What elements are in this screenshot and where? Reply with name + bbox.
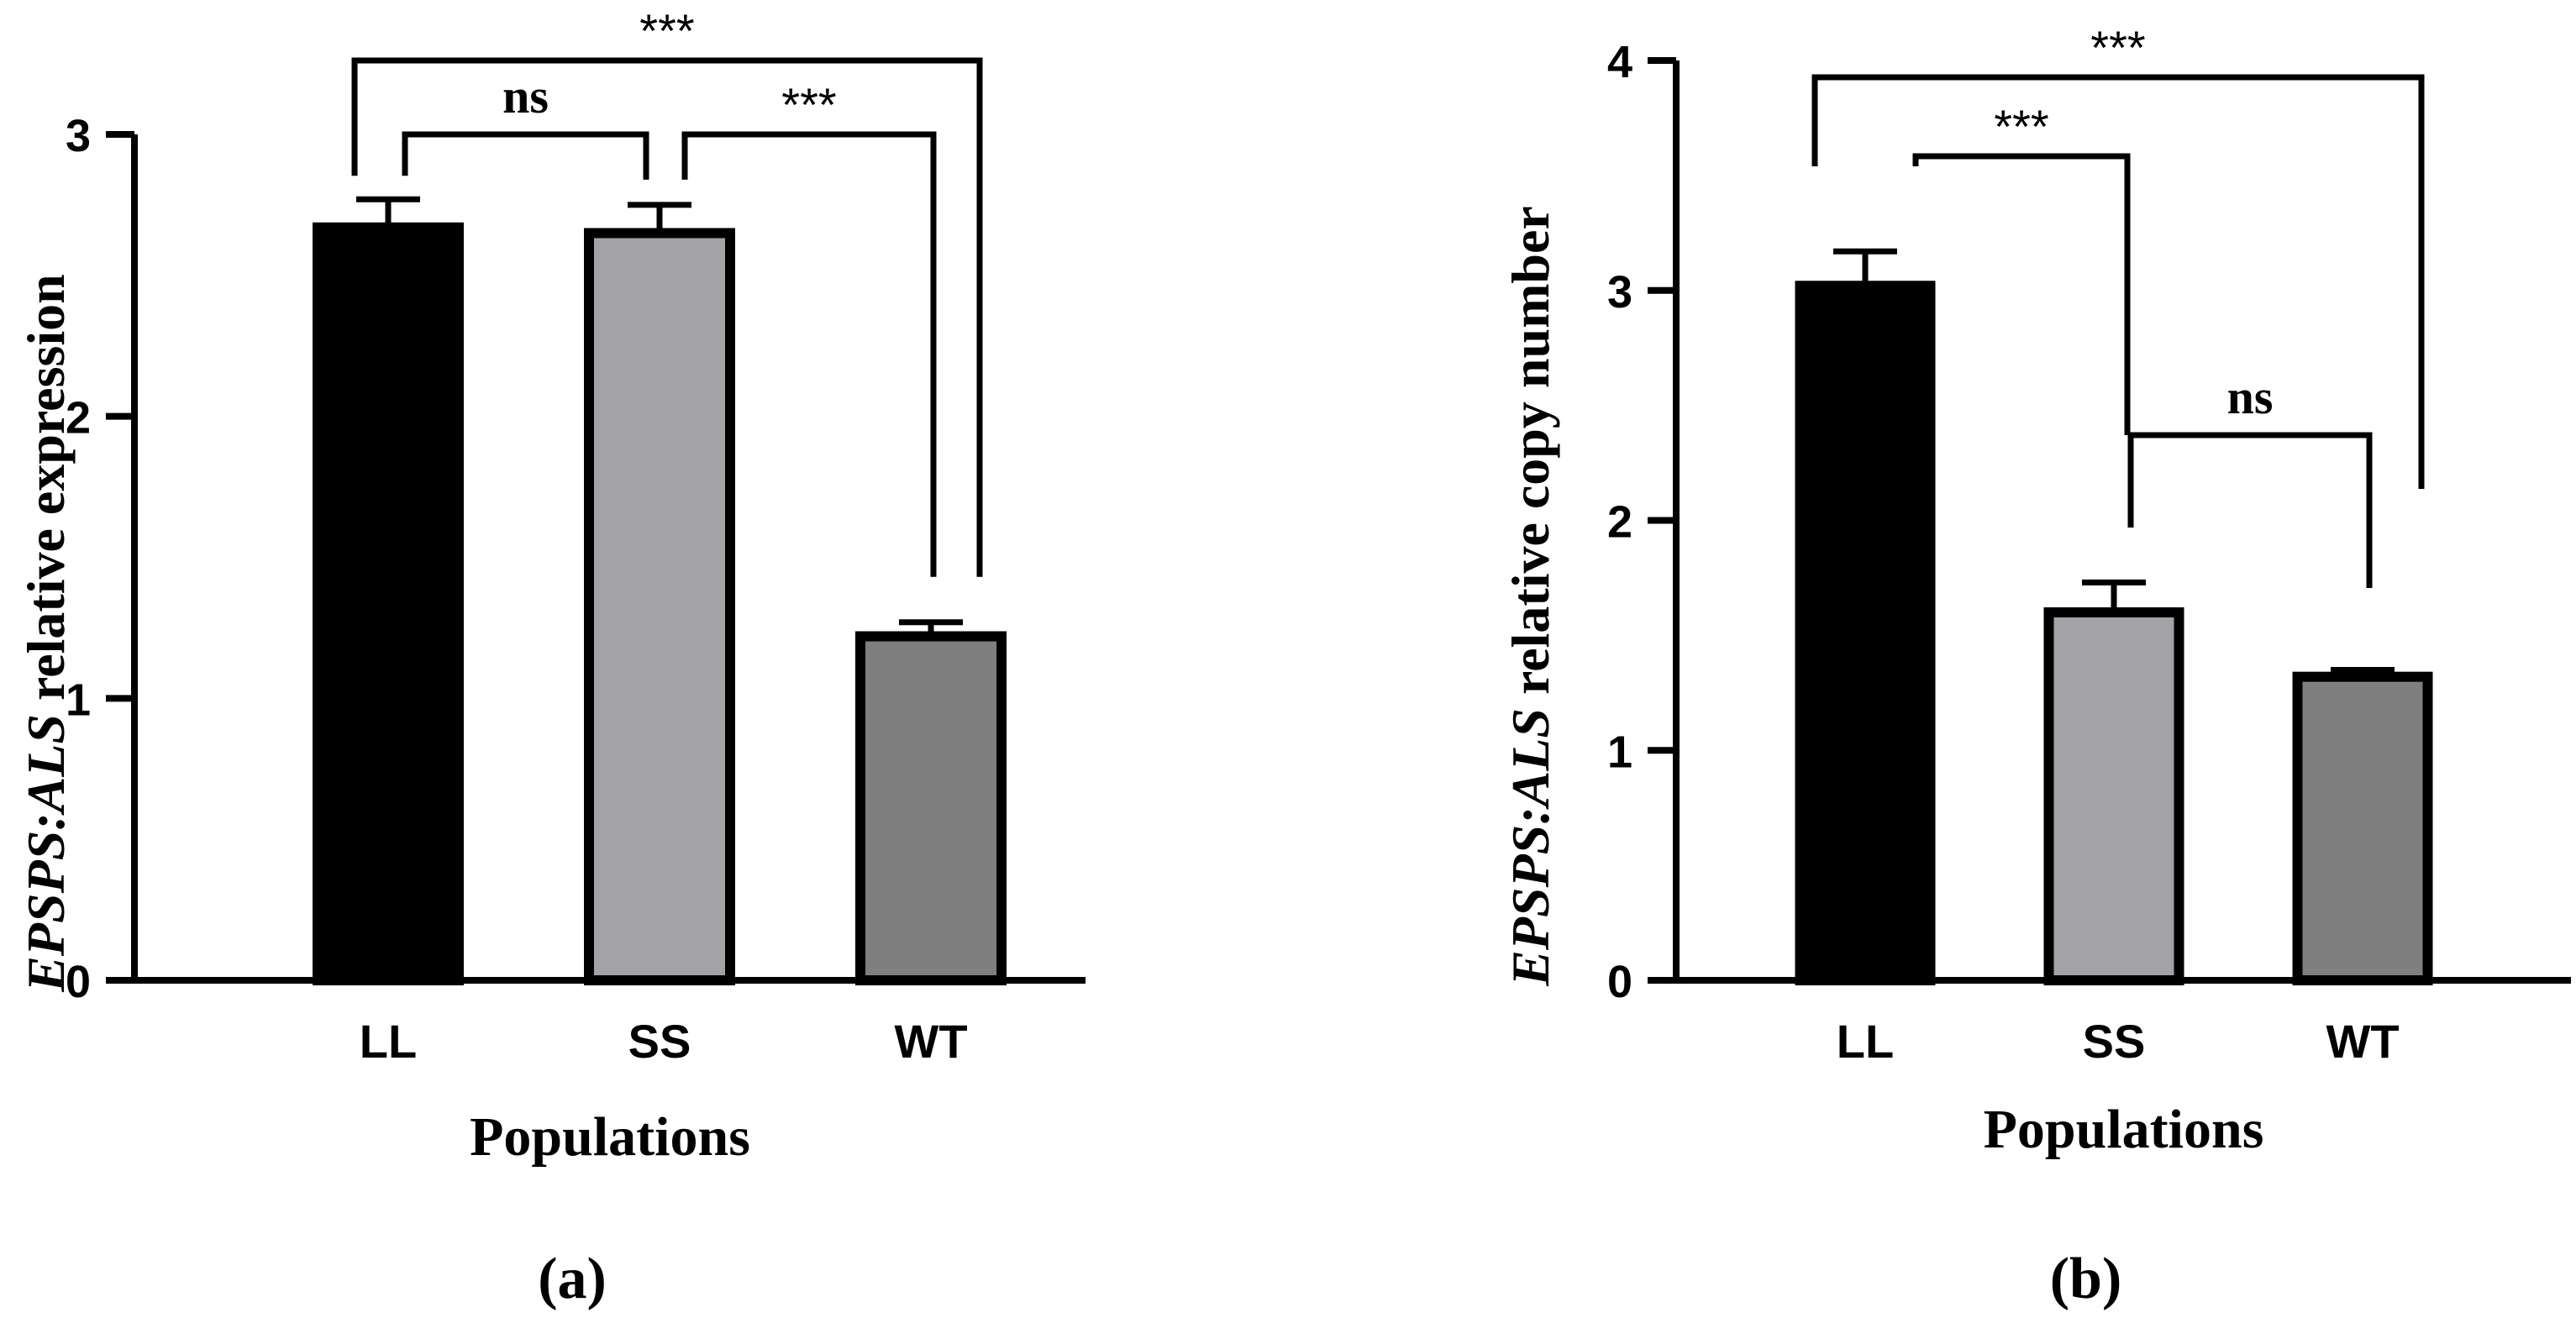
significance-bracket: [1811, 74, 2425, 489]
significance-bracket: [2127, 432, 2373, 588]
significance-label: ns: [502, 69, 549, 123]
y-tick-label: 2: [1607, 497, 1632, 548]
bar-LL: [313, 222, 464, 985]
significance-label: ***: [781, 78, 836, 131]
x-tick-label-WT: WT: [894, 1015, 967, 1068]
y-axis-label-gene-ratio: EPSPS:ALS: [16, 714, 76, 993]
significance-bracket: [1912, 153, 2131, 435]
bar-LL: [1795, 281, 1936, 985]
x-tick-label-LL: LL: [360, 1015, 417, 1068]
y-tick-label: 0: [1607, 957, 1632, 1007]
bar-SS: [584, 228, 735, 985]
chart-panel-a: 0 1 2 3 LL SS WT Populations EPSPS:ALS relative …: [16, 4, 1086, 1311]
x-tick-label-LL: LL: [1837, 1015, 1894, 1068]
y-tick-label: 2: [66, 393, 91, 444]
significance-label: ***: [2090, 21, 2145, 74]
x-tick-label-SS: SS: [628, 1015, 691, 1068]
y-axis-label-measure: relative copy number: [1501, 206, 1560, 708]
significance-label: ***: [1994, 100, 2048, 153]
x-axis-label: Populations: [1984, 1099, 2264, 1160]
y-tick-label: 4: [1607, 37, 1632, 87]
x-tick-label-WT: WT: [2326, 1015, 2399, 1068]
y-tick-label: 0: [66, 957, 91, 1007]
significance-bracket: [402, 131, 649, 180]
y-axis-label: EPSPS:ALS relative expression: [16, 274, 76, 993]
bar-WT: [2292, 671, 2433, 986]
panel-label: (b): [2050, 1247, 2122, 1311]
bar-WT: [855, 631, 1007, 986]
y-tick-label: 1: [66, 675, 91, 725]
x-tick-label-SS: SS: [2083, 1015, 2146, 1068]
y-tick-label: 3: [66, 111, 91, 161]
significance-label: ns: [2227, 370, 2274, 424]
panel-label: (a): [538, 1247, 607, 1311]
y-tick-label: 1: [1607, 727, 1632, 777]
x-axis-label: Populations: [470, 1106, 750, 1168]
significance-label: ***: [639, 4, 694, 57]
y-axis-label-gene-ratio: EPSPS:ALS: [1501, 708, 1560, 987]
bar-SS: [2043, 607, 2184, 985]
y-axis-label: EPSPS:ALS relative copy number: [1501, 206, 1560, 987]
significance-bracket: [681, 131, 937, 577]
y-tick-label: 3: [1607, 267, 1632, 318]
y-axis-label-measure: relative expression: [16, 274, 76, 714]
significance-bracket: [351, 57, 983, 577]
chart-panel-b: 0 1 2 3 4 LL SS WT Populations EPSPS:ALS relative…: [1501, 21, 2571, 1311]
